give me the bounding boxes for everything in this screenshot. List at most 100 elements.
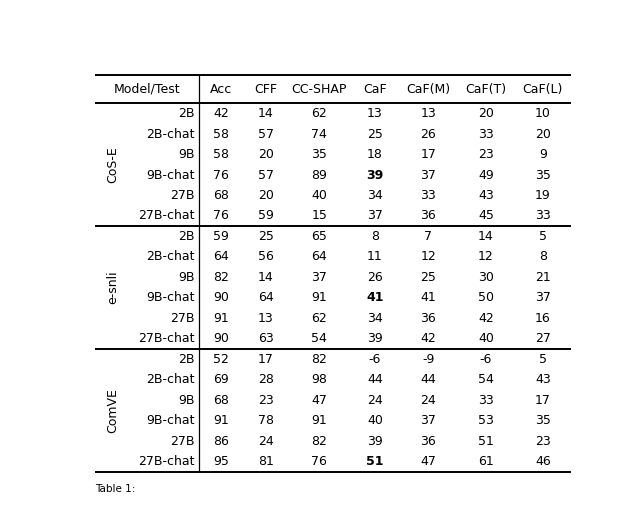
Text: 26: 26 — [420, 128, 436, 141]
Text: 7: 7 — [424, 230, 433, 243]
Text: 27B: 27B — [170, 189, 195, 202]
Text: 33: 33 — [478, 393, 494, 407]
Text: 39: 39 — [367, 434, 383, 448]
Text: 12: 12 — [478, 250, 494, 263]
Text: 41: 41 — [420, 291, 436, 304]
Text: 49: 49 — [478, 169, 494, 181]
Text: 27B-chat: 27B-chat — [138, 455, 195, 468]
Text: -9: -9 — [422, 353, 435, 366]
Text: 52: 52 — [213, 353, 229, 366]
Text: 27B-chat: 27B-chat — [138, 210, 195, 222]
Text: 50: 50 — [478, 291, 494, 304]
Text: Table 1:: Table 1: — [95, 483, 135, 494]
Text: 25: 25 — [367, 128, 383, 141]
Text: 90: 90 — [213, 291, 229, 304]
Text: 39: 39 — [367, 332, 383, 345]
Text: 9B: 9B — [179, 271, 195, 284]
Text: 43: 43 — [478, 189, 494, 202]
Text: Model/Test: Model/Test — [113, 83, 180, 96]
Text: 65: 65 — [311, 230, 327, 243]
Text: 69: 69 — [213, 373, 229, 386]
Text: 35: 35 — [311, 148, 327, 161]
Text: Acc: Acc — [210, 83, 232, 96]
Text: 58: 58 — [213, 148, 229, 161]
Text: 64: 64 — [258, 291, 274, 304]
Text: 17: 17 — [258, 353, 274, 366]
Text: CC-SHAP: CC-SHAP — [292, 83, 347, 96]
Text: 13: 13 — [367, 107, 383, 120]
Text: 14: 14 — [258, 271, 274, 284]
Text: 9B-chat: 9B-chat — [147, 414, 195, 427]
Text: 64: 64 — [213, 250, 229, 263]
Text: 76: 76 — [213, 169, 229, 181]
Text: 13: 13 — [258, 312, 274, 325]
Text: 20: 20 — [478, 107, 494, 120]
Text: 64: 64 — [312, 250, 327, 263]
Text: 86: 86 — [213, 434, 229, 448]
Text: 20: 20 — [258, 148, 274, 161]
Text: 51: 51 — [478, 434, 494, 448]
Text: 57: 57 — [258, 169, 274, 181]
Text: 35: 35 — [535, 414, 551, 427]
Text: 51: 51 — [366, 455, 383, 468]
Text: -6: -6 — [369, 353, 381, 366]
Text: 42: 42 — [420, 332, 436, 345]
Text: 68: 68 — [213, 393, 229, 407]
Text: 33: 33 — [478, 128, 494, 141]
Text: CaF(T): CaF(T) — [465, 83, 507, 96]
Text: 76: 76 — [213, 210, 229, 222]
Text: 27B-chat: 27B-chat — [138, 332, 195, 345]
Text: 14: 14 — [478, 230, 494, 243]
Text: 27B: 27B — [170, 312, 195, 325]
Text: 2B: 2B — [179, 107, 195, 120]
Text: 81: 81 — [258, 455, 274, 468]
Text: 9B-chat: 9B-chat — [147, 169, 195, 181]
Text: 13: 13 — [420, 107, 436, 120]
Text: 90: 90 — [213, 332, 229, 345]
Text: 44: 44 — [367, 373, 383, 386]
Text: 47: 47 — [420, 455, 436, 468]
Text: 28: 28 — [258, 373, 274, 386]
Text: 11: 11 — [367, 250, 383, 263]
Text: 89: 89 — [311, 169, 327, 181]
Text: 27B: 27B — [170, 434, 195, 448]
Text: 8: 8 — [539, 250, 547, 263]
Text: 62: 62 — [312, 107, 327, 120]
Text: 24: 24 — [258, 434, 274, 448]
Text: 34: 34 — [367, 189, 383, 202]
Text: 53: 53 — [478, 414, 494, 427]
Text: 91: 91 — [213, 312, 229, 325]
Text: 9B: 9B — [179, 393, 195, 407]
Text: 91: 91 — [213, 414, 229, 427]
Text: 78: 78 — [258, 414, 274, 427]
Text: 40: 40 — [311, 189, 327, 202]
Text: 45: 45 — [478, 210, 494, 222]
Text: 62: 62 — [312, 312, 327, 325]
Text: 39: 39 — [366, 169, 383, 181]
Text: e-snli: e-snli — [106, 271, 119, 305]
Text: 43: 43 — [535, 373, 550, 386]
Text: 23: 23 — [478, 148, 494, 161]
Text: 5: 5 — [539, 230, 547, 243]
Text: 14: 14 — [258, 107, 274, 120]
Text: 58: 58 — [213, 128, 229, 141]
Text: 23: 23 — [258, 393, 274, 407]
Text: 25: 25 — [420, 271, 436, 284]
Text: 19: 19 — [535, 189, 550, 202]
Text: 68: 68 — [213, 189, 229, 202]
Text: 37: 37 — [420, 169, 436, 181]
Text: 37: 37 — [311, 271, 327, 284]
Text: ComVE: ComVE — [106, 388, 119, 433]
Text: 63: 63 — [258, 332, 274, 345]
Text: 59: 59 — [258, 210, 274, 222]
Text: 15: 15 — [311, 210, 327, 222]
Text: 8: 8 — [371, 230, 379, 243]
Text: 42: 42 — [213, 107, 229, 120]
Text: 17: 17 — [535, 393, 551, 407]
Text: 37: 37 — [367, 210, 383, 222]
Text: 2B: 2B — [179, 353, 195, 366]
Text: 5: 5 — [539, 353, 547, 366]
Text: 2B-chat: 2B-chat — [147, 128, 195, 141]
Text: 20: 20 — [258, 189, 274, 202]
Text: 54: 54 — [478, 373, 494, 386]
